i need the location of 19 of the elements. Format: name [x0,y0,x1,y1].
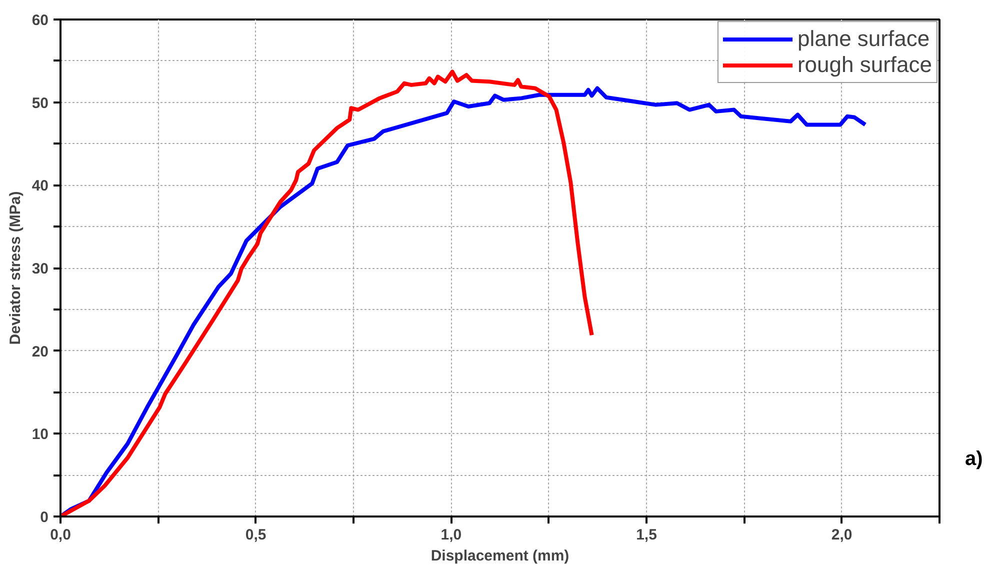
line-series [60,86,868,516]
y-tick-label: 0 [40,509,48,526]
legend-label: plane surface [797,26,930,52]
y-tick-label: 20 [32,343,49,360]
line-series [60,70,594,516]
text: a) [965,447,983,472]
y-tick-label: 40 [32,178,49,195]
y-tick-label: 50 [32,94,49,112]
x-tick-label: 2,0 [831,526,852,544]
x-tick-label: 0,5 [245,526,266,544]
x-tick-label: 0,0 [50,526,71,544]
legend-label: rough surface [797,52,932,78]
y-tick-label: 30 [32,260,49,278]
y-tick-label: 10 [32,426,49,444]
y-tick-label: 60 [32,12,49,29]
x-axis-title: Displacement (mm) [430,548,570,564]
y-axis-title: Deviator stress (MPa) [6,191,24,345]
x-tick-label: 1,5 [636,526,657,544]
x-tick-label: 1,0 [440,526,462,544]
